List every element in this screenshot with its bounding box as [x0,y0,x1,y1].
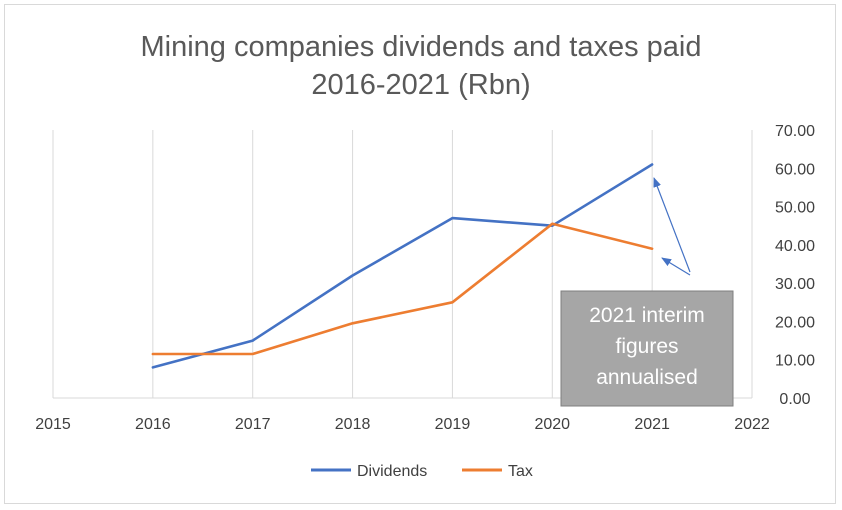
y-tick-label: 40.00 [775,238,815,255]
annotation-line-2: figures [615,335,678,358]
annotation-callout: 2021 interim figures annualised [560,177,734,407]
y-tick-label: 0.00 [779,391,810,408]
x-tick-label: 2021 [634,416,670,433]
legend-label-dividends: Dividends [357,463,427,480]
y-tick-label: 60.00 [775,161,815,178]
x-tick-label: 2020 [534,416,570,433]
x-tick-label: 2017 [235,416,271,433]
annotation-line-1: 2021 interim [589,304,705,327]
chart-title-line1: Mining companies dividends and taxes pai… [140,31,701,63]
x-tick-label: 2022 [734,416,770,433]
y-tick-label: 30.00 [775,276,815,293]
series-lines [151,163,654,369]
x-tick-label: 2016 [135,416,171,433]
x-tick-label: 2018 [335,416,371,433]
x-tick-label: 2015 [35,416,71,433]
y-tick-label: 20.00 [775,314,815,331]
y-tick-label: 70.00 [775,123,815,140]
series-line-dividends [151,163,654,369]
chart-frame [4,4,836,504]
y-tick-label: 10.00 [775,353,815,370]
series-line-tax [151,222,654,356]
annotation-box [560,290,734,407]
y-tick-label: 50.00 [775,200,815,217]
annotation-line-3: annualised [596,366,698,389]
annotation-arrow-tax [661,257,691,276]
annotation-arrow-dividends [653,177,691,273]
x-tick-label: 2019 [435,416,471,433]
x-axis-tick-labels: 2015 2016 2017 2018 2019 2020 2021 2022 [35,416,770,433]
legend-label-tax: Tax [508,463,533,480]
legend: Dividends Tax [311,463,533,480]
y-axis-tick-labels: 0.00 10.00 20.00 30.00 40.00 50.00 60.00 70.00 [775,123,815,408]
chart-title-line2: 2016-2021 (Rbn) [311,69,530,101]
